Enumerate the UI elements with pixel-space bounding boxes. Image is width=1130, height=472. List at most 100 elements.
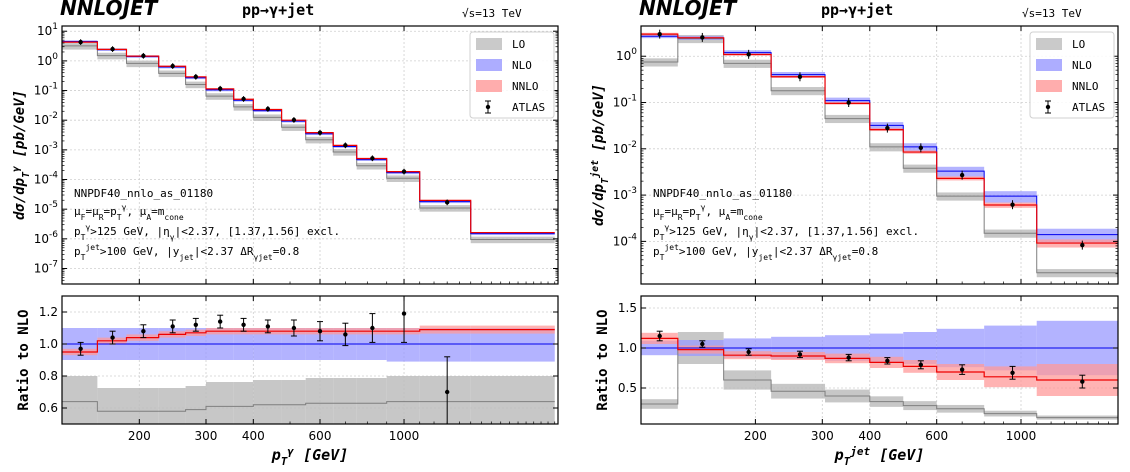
legend-swatch-nnlo [476,80,502,92]
text-span: p [653,225,660,238]
atlas-point [265,106,271,112]
text-span: dσ/dp [12,178,28,220]
text-span: F [81,213,86,222]
text-span: =μ [85,205,99,218]
main-plot-area [62,39,555,244]
main-frame [640,25,1119,285]
atlas-ratio-point [959,367,965,372]
y-tick-label: 10-4 [613,232,638,248]
annotation-scales: μF=μR=pTγ, μA=mcone [74,203,184,222]
text-span: T [117,213,122,222]
legend-box [469,31,555,119]
atlas-ratio-point [110,335,115,340]
legend-label-lo: LO [512,38,525,51]
text-span: >125 GeV, |η [90,225,169,238]
text-span: jet [179,253,194,262]
y-tick-label: 10-2 [613,140,637,156]
text-span: T [660,253,665,262]
text-span: T [81,253,86,262]
atlas-point [291,117,297,123]
text-span: T [660,233,665,242]
annotation-pdf: NNPDF40_nnlo_as_01180 [653,187,792,200]
x-tick-label: 1000 [389,429,420,443]
text-span: p [834,446,844,464]
text-span: p [271,446,281,464]
ratio-plot-area [62,296,558,424]
legend-label-lo: LO [1072,38,1085,51]
lo-ratio-band-bin [205,382,234,424]
text-span: , μ [705,205,725,218]
ratio-tick-label: 0.6 [39,401,58,415]
ratio-frame [61,295,559,425]
text-span: |<2.37 ΔR [194,245,254,258]
atlas-ratio-point [885,358,890,363]
text-span: [pb/GeV] [591,84,607,160]
lo-ratio-band-bin [470,376,555,424]
text-span: F [660,213,665,222]
ratio-tick-label: 1.5 [618,301,637,315]
annotation-photon-cuts: pTγ>125 GeV, |ηγ|<2.37, [1.37,1.56] excl… [74,223,340,242]
text-span: =0.8 [273,245,300,258]
atlas-ratio-point [265,324,271,329]
atlas-point [797,74,803,79]
atlas-point [343,143,348,148]
legend-label-nlo: NLO [1072,59,1092,72]
legend: LO NLO NNLO ATLAS [1029,31,1115,119]
y-tick-label: 10-5 [34,200,58,216]
atlas-ratio-point [217,319,223,324]
text-span: jet [589,160,601,179]
atlas-ratio-point [170,324,175,329]
y-tick-label: 100 [616,47,637,63]
text-span: cone [164,213,183,222]
y-axis-label-text: dσ/dpTγ [pb/GeV] [11,90,32,220]
text-span: =μ [664,205,678,218]
text-span: T [81,233,86,242]
tick-exponent: -1 [49,82,58,92]
text-span: =p [104,205,117,218]
atlas-ratio-point [444,389,450,395]
legend-label-data: ATLAS [512,101,545,114]
annotation-photon-cuts: pTγ>125 GeV, |ηγ|<2.37, [1.37,1.56] excl… [653,223,919,242]
y-tick-label: 10-1 [34,82,58,98]
x-axis-label: pTγ [GeV] [271,445,348,468]
energy-label: √s=13 TeV [462,7,522,20]
atlas-point [1080,242,1085,248]
atlas-point [317,130,323,135]
ratio-tick-label: 1.2 [39,305,58,319]
text-span: γ [287,445,294,458]
tick-exponent: 0 [631,47,637,57]
atlas-point [746,52,751,57]
nnlo-ratio-line [62,329,555,353]
atlas-point [846,100,851,105]
ratio-frame [640,295,1119,425]
text-span: |<2.37, [1.37,1.56] excl. [754,225,920,238]
text-span: p [74,245,81,258]
ratio-tick-label: 0.8 [39,369,58,383]
text-span: R [99,213,104,222]
tick-base: 10 [37,24,52,38]
lo-ratio-band-bin [62,376,98,424]
lo-ratio-band-bin [356,378,387,424]
lo-ratio-band-bin [253,380,282,424]
tick-base: 10 [613,188,628,202]
tick-exponent: -5 [49,200,58,210]
atlas-ratio-point [1010,370,1015,375]
text-span: T [281,455,288,468]
atlas-point [370,156,375,161]
text-span: p [74,225,81,238]
y-axis-label: dσ/dpTjet [pb/GeV] [589,84,611,226]
brand-title: NNLOJET [639,0,738,20]
text-span: √s=13 TeV [462,7,522,20]
atlas-ratio-point [846,355,851,360]
ratio-tick-label: 0.5 [618,381,637,395]
text-span: >125 GeV, |η [669,225,748,238]
atlas-point [193,74,199,80]
text-span: √s=13 TeV [1022,7,1082,20]
legend-swatch-lo [476,38,502,50]
text-span: pp→γ+jet [242,1,314,19]
text-span: jet [849,445,870,458]
legend-label-data: ATLAS [1072,101,1105,114]
legend-swatch-nlo [476,59,502,71]
atlas-ratio-point [193,322,199,327]
